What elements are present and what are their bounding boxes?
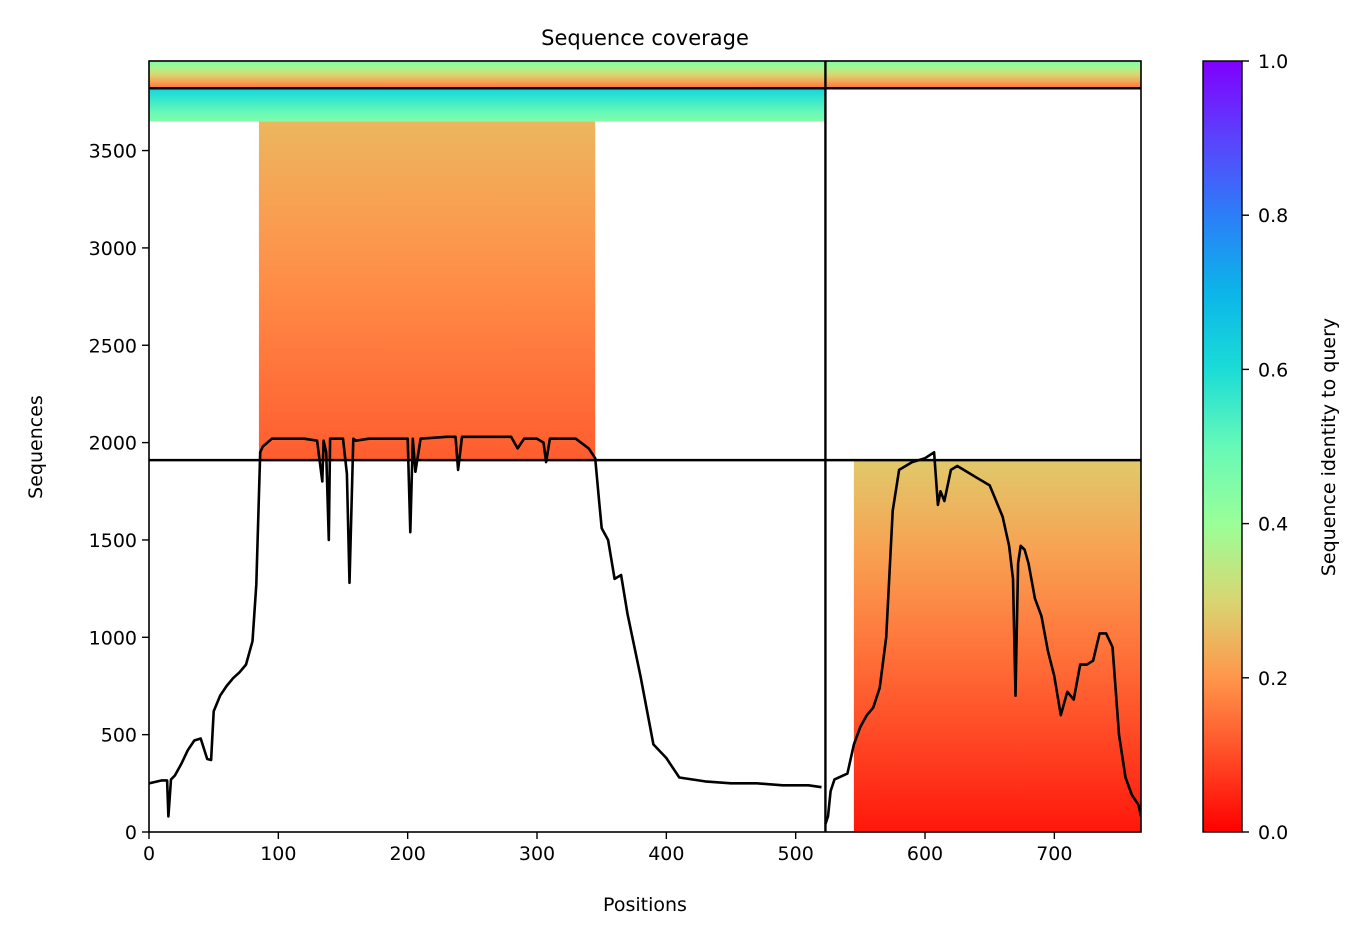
y-tick-label: 1500 xyxy=(89,530,137,552)
chart-title: Sequence coverage xyxy=(541,26,749,50)
colorbar: 0.0 0.2 0.4 0.6 0.8 1.0 Sequence identity to … xyxy=(1202,51,1340,844)
coverage-block xyxy=(149,88,826,122)
y-tick-label: 2500 xyxy=(89,335,137,357)
plot-area xyxy=(149,61,1141,832)
y-axis-ticks: 0 500 1000 1500 2000 2500 3000 3500 xyxy=(89,141,149,844)
x-tick-label: 100 xyxy=(260,843,296,865)
y-tick-label: 2000 xyxy=(89,433,137,455)
x-tick-label: 400 xyxy=(648,843,684,865)
colorbar-tick-label: 0.8 xyxy=(1258,205,1288,227)
x-tick-label: 500 xyxy=(778,843,814,865)
y-tick-label: 1000 xyxy=(89,627,137,649)
x-axis-ticks: 0 100 200 300 400 500 600 700 xyxy=(143,832,1072,865)
x-tick-label: 0 xyxy=(143,843,155,865)
colorbar-tick-label: 1.0 xyxy=(1258,51,1288,73)
coverage-block xyxy=(258,121,596,461)
y-axis-label: Sequences xyxy=(25,395,47,499)
y-tick-label: 500 xyxy=(101,725,137,747)
colorbar-tick-label: 0.6 xyxy=(1258,359,1288,381)
colorbar-tick-label: 0.2 xyxy=(1258,668,1288,690)
colorbar-label: Sequence identity to query xyxy=(1318,318,1340,576)
colorbar-tick-label: 0.4 xyxy=(1258,514,1288,536)
y-tick-label: 3000 xyxy=(89,238,137,260)
y-tick-label: 3500 xyxy=(89,141,137,163)
coverage-block xyxy=(853,460,1141,832)
x-tick-label: 300 xyxy=(519,843,555,865)
y-tick-label: 0 xyxy=(125,822,137,844)
colorbar-ticks: 0.0 0.2 0.4 0.6 0.8 1.0 xyxy=(1242,51,1288,844)
x-tick-label: 600 xyxy=(907,843,943,865)
x-tick-label: 200 xyxy=(390,843,426,865)
colorbar-gradient xyxy=(1202,60,1243,833)
coverage-block xyxy=(825,61,1141,89)
coverage-block xyxy=(149,61,826,89)
coverage-line-chain-a xyxy=(149,435,822,818)
colorbar-tick-label: 0.0 xyxy=(1258,822,1288,844)
plot-frame xyxy=(148,60,1142,833)
x-tick-label: 700 xyxy=(1036,843,1072,865)
x-axis-label: Positions xyxy=(603,894,687,916)
coverage-line-chain-b xyxy=(824,450,1141,825)
